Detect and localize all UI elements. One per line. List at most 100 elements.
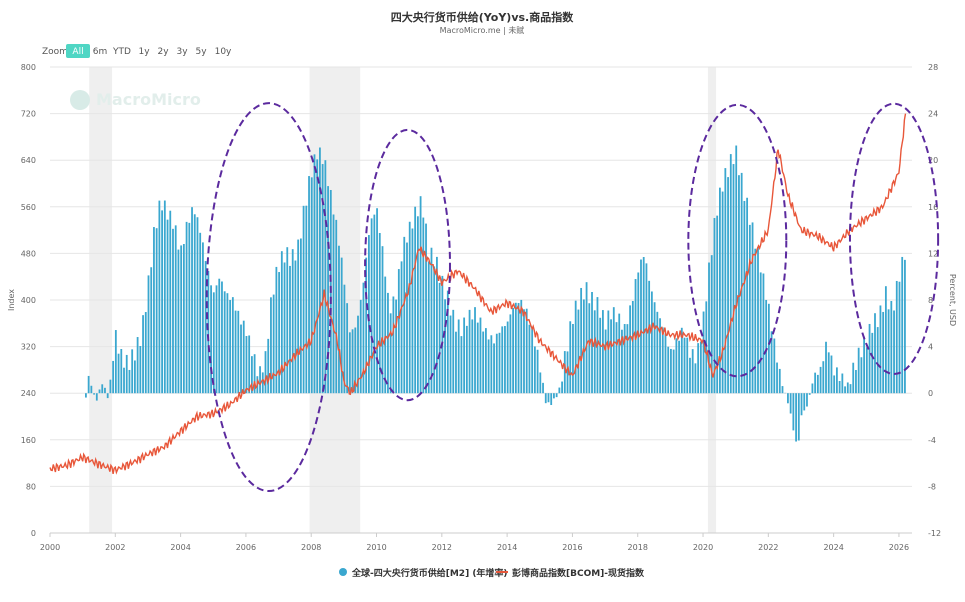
m2-bar [754, 248, 757, 394]
x-tick-label: 2022 [758, 543, 778, 552]
m2-bar [533, 346, 536, 394]
m2-bar [871, 332, 874, 394]
m2-bar [101, 384, 104, 394]
m2-bar [825, 341, 827, 394]
m2-bar [904, 259, 906, 394]
m2-bar [106, 393, 109, 399]
m2-bar [253, 354, 256, 394]
m2-bar [240, 324, 242, 394]
m2-bar [797, 393, 800, 441]
m2-bar [259, 366, 261, 394]
m2-bar [539, 372, 542, 394]
x-tick-label: 2018 [628, 543, 648, 552]
m2-bar [327, 186, 329, 394]
m2-bar [719, 187, 721, 394]
m2-bar [299, 238, 302, 394]
m2-bar [142, 315, 144, 394]
zoom-option-10y[interactable]: 10y [215, 47, 232, 57]
zoom-option-1y[interactable]: 1y [138, 47, 150, 57]
m2-bar [672, 349, 675, 394]
x-tick-label: 2026 [889, 543, 909, 552]
zoom-option-3y[interactable]: 3y [176, 47, 188, 57]
zoom-option-6m[interactable]: 6m [93, 47, 108, 57]
zoom-selected-highlight [66, 44, 90, 58]
m2-bar [762, 273, 765, 394]
left-tick-label: 800 [21, 63, 36, 72]
m2-bar [202, 242, 204, 394]
m2-bar [109, 379, 112, 394]
m2-bar [169, 210, 172, 394]
m2-bar [212, 292, 215, 394]
m2-bar [387, 292, 389, 394]
right-tick-label: 28 [928, 63, 938, 72]
m2-bar [400, 261, 403, 394]
right-tick-label: 20 [928, 156, 938, 165]
m2-bar [553, 393, 555, 399]
zoom-option-5y[interactable]: 5y [195, 47, 207, 57]
m2-bar [680, 327, 683, 394]
m2-bar [874, 313, 876, 394]
m2-bar [569, 321, 572, 394]
m2-bar [806, 393, 808, 407]
legend-bcom-label[interactable]: 彭博商品指数[BCOM]-现货指数 [512, 567, 645, 579]
x-tick-label: 2010 [366, 543, 386, 552]
highlight-ellipse [205, 102, 332, 493]
m2-bar [302, 205, 305, 394]
m2-bar [757, 247, 759, 394]
zoom-option-all[interactable]: All [72, 47, 83, 57]
m2-bar [411, 228, 414, 394]
m2-bar [490, 335, 493, 394]
m2-bar [117, 353, 120, 394]
m2-bar [498, 332, 501, 394]
m2-bar [743, 200, 746, 394]
m2-bar [104, 387, 106, 394]
m2-bar [354, 327, 357, 394]
m2-bar [585, 282, 588, 394]
legend-m2-label[interactable]: 全球-四大央行货币供给[M2] (年增率) [351, 567, 508, 579]
m2-bar [819, 366, 822, 394]
m2-bar [729, 154, 732, 394]
m2-bar [425, 223, 427, 394]
m2-bar [670, 348, 672, 394]
highlight-ellipse [848, 102, 940, 375]
m2-bar [408, 221, 411, 394]
m2-bar [463, 317, 466, 394]
m2-bar [678, 340, 680, 394]
right-tick-label: 4 [928, 343, 933, 352]
m2-bar [572, 323, 574, 394]
left-tick-label: 720 [21, 110, 36, 119]
m2-bar [136, 337, 139, 394]
m2-bar [264, 351, 267, 394]
m2-bar [416, 216, 419, 394]
m2-bar [740, 172, 743, 394]
m2-bar [357, 315, 359, 394]
m2-bar [128, 369, 131, 394]
m2-bar [604, 329, 607, 394]
zoom-option-2y[interactable]: 2y [157, 47, 169, 57]
x-tick-label: 2024 [823, 543, 843, 552]
m2-bar [689, 357, 691, 394]
m2-bar [226, 293, 229, 394]
m2-bar [403, 236, 406, 394]
m2-bar [270, 297, 272, 394]
m2-bar [245, 336, 248, 394]
left-tick-label: 480 [21, 249, 36, 258]
highlight-ellipses [205, 102, 940, 493]
m2-bar [188, 222, 191, 394]
m2-bar [857, 347, 860, 394]
m2-bar [199, 232, 202, 394]
x-tick-label: 2016 [562, 543, 582, 552]
m2-bar [376, 208, 378, 394]
x-tick-label: 2020 [693, 543, 713, 552]
m2-bar [509, 314, 512, 394]
m2-bar [471, 319, 474, 394]
m2-bar [139, 346, 142, 394]
m2-bar [90, 385, 93, 394]
m2-bar [93, 393, 95, 395]
zoom-option-ytd[interactable]: YTD [112, 47, 131, 57]
m2-bar [392, 296, 395, 394]
x-tick-label: 2002 [105, 543, 125, 552]
right-tick-label: -12 [928, 529, 941, 538]
